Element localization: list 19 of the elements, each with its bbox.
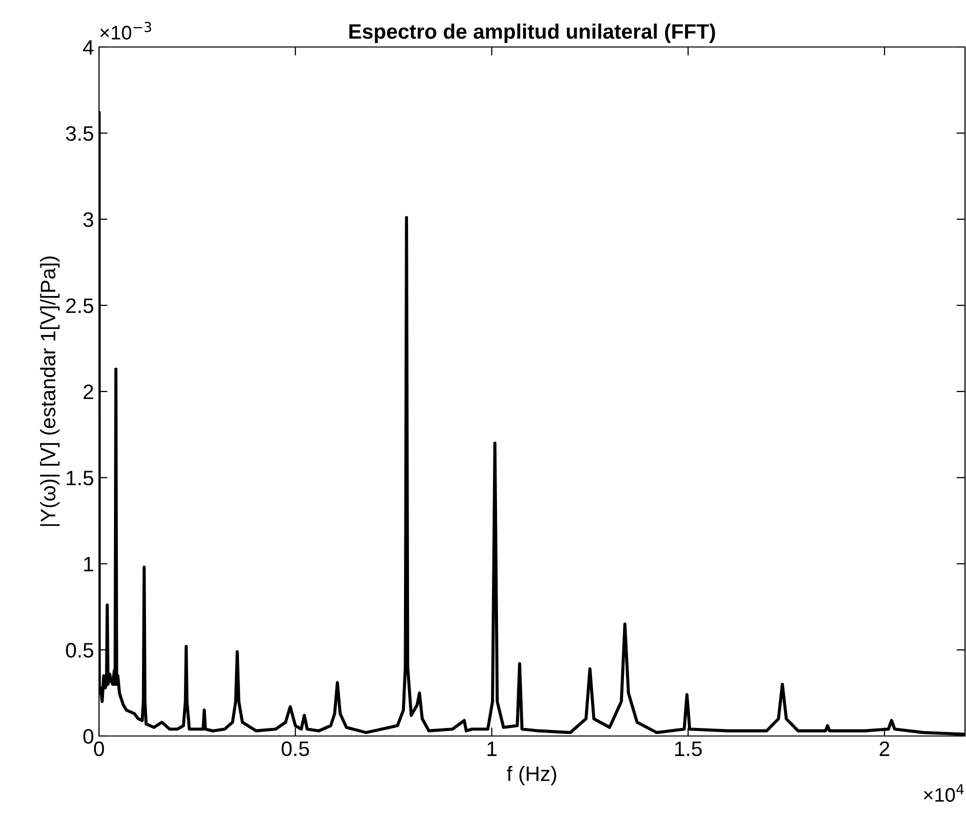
x-axis-title: f (Hz) [506,766,556,786]
y-tick-label: 4 [83,40,94,55]
y-tick-label: 1 [84,556,94,572]
x-tick-label: 0.5 [282,741,309,756]
y-axis-title: |Y(ω)| [V] (estandar 1[V]/[Pa]) [40,256,60,526]
x-tick-label: 1 [488,742,497,756]
y-tick-label: 2.5 [66,298,94,314]
y-tick-label: 1.5 [66,470,94,486]
y-tick-label: 3.5 [66,126,94,141]
y-tick-label: 0 [83,729,94,744]
x-tick-label: 0 [94,741,104,756]
text: ×10$^{−3}$ [100,22,152,40]
y-tick-label: 2 [84,384,94,400]
y-tick-label: 0.5 [66,642,94,658]
y-tick-label: 3 [83,212,94,228]
text: ×10$^{4}$ [924,784,964,802]
x-tick-label: 1.5 [675,742,702,756]
x-tick-label: 2 [880,741,890,756]
chart-title: Espectro de amplitud unilateral (FFT) [349,24,716,43]
